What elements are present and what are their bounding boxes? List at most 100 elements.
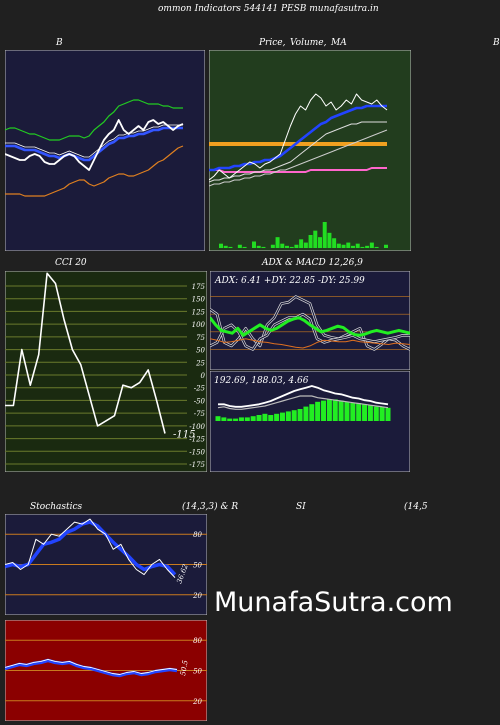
volume-bar xyxy=(351,245,355,248)
volume-bar xyxy=(346,242,351,248)
macd-histogram-bar xyxy=(233,418,239,421)
macd-histogram-bar xyxy=(315,401,321,421)
cci-tick-label: 50 xyxy=(196,347,205,355)
price-series xyxy=(209,93,388,181)
cci-tick-label: -25 xyxy=(194,385,206,393)
cci-tick-label: 75 xyxy=(196,334,205,342)
volume-bar xyxy=(336,243,341,248)
cci-tick-label: -150 xyxy=(189,448,205,456)
macd-histogram-bar xyxy=(268,415,274,421)
volume-bar xyxy=(256,245,261,248)
cci-current-label: -115 xyxy=(173,429,195,440)
cci-tick-label: -175 xyxy=(189,461,205,469)
volume-bar xyxy=(374,246,379,248)
cci-title: CCI 20 xyxy=(55,258,87,268)
volume-bar xyxy=(270,244,275,248)
macd-signal-series xyxy=(217,395,389,410)
rsi-overlay-series xyxy=(5,658,178,675)
bb-lower-series xyxy=(5,145,184,197)
macd-histogram-bar xyxy=(262,413,268,421)
adx-green-series xyxy=(210,316,410,337)
cci-tick-label: 100 xyxy=(192,321,206,329)
volume-bar xyxy=(303,242,308,248)
watermark: MunafaSutra.com xyxy=(214,587,453,618)
ma-fast-blue-series xyxy=(209,104,387,172)
bollinger-panel xyxy=(5,50,205,251)
macd-histogram-bar xyxy=(238,417,244,421)
bb-middle-outline-series xyxy=(5,124,183,158)
stoch-k-series xyxy=(5,518,176,578)
rsi-title-params: (14,5 xyxy=(404,502,428,512)
macd-histogram-bar xyxy=(291,410,297,421)
volume-bar xyxy=(228,246,233,248)
volume-bar xyxy=(252,241,256,248)
cci-panel: 175 150 125 100 75 50 25 0 -25 -50 -75 -100 -125 -150… xyxy=(5,271,207,472)
rsi-tick-label: 80 xyxy=(193,637,202,645)
stoch-tick-label: 50 xyxy=(193,562,202,570)
cci-tick-label: 125 xyxy=(192,308,206,316)
macd-histogram-bar xyxy=(338,400,344,421)
cci-tick-label: 150 xyxy=(192,296,206,304)
cci-tick-label: -75 xyxy=(194,410,206,418)
volume-bar xyxy=(308,235,313,248)
volume-bar xyxy=(299,239,304,248)
macd-line-series xyxy=(218,385,389,408)
macd-histogram-bar xyxy=(362,404,368,421)
macd-histogram-bar xyxy=(385,407,391,421)
macd-histogram-bar xyxy=(326,399,332,421)
volume-bar xyxy=(384,244,388,248)
cci-tick-label: -50 xyxy=(194,397,206,405)
minus-di-series xyxy=(210,313,410,351)
volume-bar xyxy=(237,244,242,248)
plus-di-series xyxy=(210,296,410,351)
volume-bar xyxy=(341,244,346,248)
macd-histogram-bar xyxy=(309,404,315,421)
cci-tick-label: -125 xyxy=(189,436,205,444)
macd-histogram-bar xyxy=(227,418,233,421)
volume-bar xyxy=(355,243,360,248)
volume-bar xyxy=(322,222,327,248)
macd-histogram-bar xyxy=(350,403,356,421)
volume-bar xyxy=(327,232,332,248)
adx-title: ADX & MACD 12,26,9 xyxy=(262,258,363,268)
macd-histogram-bar xyxy=(215,416,221,421)
rsi-panel: 80 50 20 50.5 xyxy=(5,620,207,721)
stoch-tick-label: 20 xyxy=(192,592,202,600)
macd-histogram-bar xyxy=(379,406,385,421)
volume-bar xyxy=(289,246,294,248)
macd-histogram-bar xyxy=(279,412,285,421)
macd-histogram-bar xyxy=(297,409,303,421)
rsi-tick-label: 20 xyxy=(192,698,202,706)
stoch-d-series xyxy=(5,520,177,576)
macd-histogram-bar xyxy=(303,406,309,421)
volume-bar xyxy=(261,246,266,248)
panel-background xyxy=(209,50,411,251)
adx-panel: 100755025ADX: 6.41 +DY: 22.85 -DY: 25.99 xyxy=(210,271,410,370)
macd-histogram-bar xyxy=(367,405,373,421)
volume-bar xyxy=(223,245,228,248)
ma-pink-series xyxy=(209,167,387,173)
volume-bar xyxy=(285,245,289,248)
macd-histogram-bar xyxy=(244,417,250,421)
bb-price-series xyxy=(5,119,184,171)
price-title-price: Price, xyxy=(259,38,286,48)
macd-histogram-bar xyxy=(356,403,362,421)
macd-histogram-bar xyxy=(274,413,280,421)
volume-bar xyxy=(313,230,318,248)
bb-upper-series xyxy=(5,99,183,141)
bb-title: B xyxy=(56,38,63,48)
price-right-edge-label: B xyxy=(493,38,500,48)
rsi-tick-label: 50 xyxy=(193,668,202,676)
volume-bar xyxy=(219,243,223,248)
macd-histogram-bar xyxy=(250,416,256,421)
ma-long-series xyxy=(209,129,388,187)
adx-readout: ADX: 6.41 +DY: 22.85 -DY: 25.99 xyxy=(214,276,365,286)
cci-tick-label: 25 xyxy=(195,359,205,367)
cci-tick-label: 0 xyxy=(201,372,206,380)
price-title-ma: MA xyxy=(331,38,347,48)
volume-bar xyxy=(294,244,299,248)
stoch-title: Stochastics xyxy=(30,502,83,512)
volume-bar xyxy=(280,243,285,248)
cci-series xyxy=(5,272,166,434)
